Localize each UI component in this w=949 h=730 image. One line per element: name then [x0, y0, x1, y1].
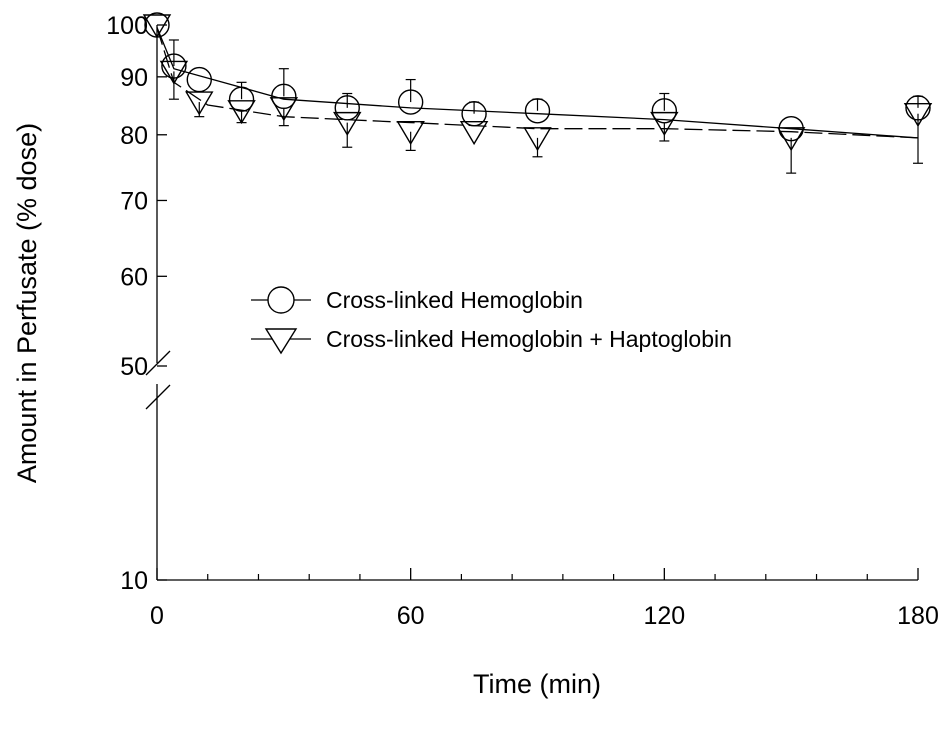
legend-circle-marker — [267, 286, 295, 314]
axis-break-mark-upper — [145, 350, 171, 376]
y-axis-title: Amount in Perfusate (% dose) — [12, 123, 42, 483]
data-point-circle — [397, 89, 424, 115]
error-bars — [168, 39, 923, 174]
data-point-triangle — [523, 127, 552, 152]
data-point-triangle — [159, 60, 189, 85]
tick-labels: 0 60 120 180 10 50 60 70 80 90 100 — [106, 12, 939, 630]
x-tick-label: 120 — [643, 602, 685, 630]
fit-line-2 — [156, 27, 919, 139]
data-point-triangle — [459, 121, 489, 146]
data-point-circle — [271, 83, 297, 110]
data-point-triangle — [333, 111, 362, 137]
data-point-triangle — [396, 121, 425, 146]
y-tick-label: 80 — [120, 122, 148, 150]
data-point-triangle — [142, 14, 172, 39]
markers — [142, 12, 933, 152]
data-point-circle — [524, 98, 551, 124]
y-tick-label: 70 — [120, 187, 148, 215]
legend-triangle-marker — [264, 328, 298, 355]
fit-line-1 — [156, 27, 919, 139]
data-point-triangle — [650, 111, 679, 137]
legend-label-1: Cross-linked Hemoglobin — [326, 287, 583, 313]
data-point-circle — [228, 86, 255, 112]
data-point-triangle — [185, 91, 214, 116]
data-point-triangle — [269, 97, 299, 122]
y-tick-label: 50 — [120, 353, 148, 381]
y-tick-label: 100 — [106, 12, 148, 40]
axis-break-mark-lower — [145, 384, 171, 410]
data-point-circle — [334, 95, 360, 121]
data-point-triangle — [227, 100, 256, 125]
axes — [145, 24, 919, 581]
y-tick-label: 10 — [120, 567, 148, 595]
x-tick-label: 180 — [897, 602, 939, 630]
x-tick-label: 60 — [397, 602, 425, 630]
data-point-triangle — [903, 103, 933, 128]
x-axis-title: Time (min) — [473, 669, 601, 699]
x-tick-label: 0 — [150, 602, 164, 630]
legend-label-2: Cross-linked Hemoglobin + Haptoglobin — [326, 326, 732, 352]
data-point-circle — [651, 98, 678, 124]
data-point-circle — [186, 66, 212, 93]
legend-item-1: Cross-linked Hemoglobin — [251, 286, 583, 314]
y-tick-label: 90 — [120, 64, 148, 92]
data-point-circle — [161, 53, 187, 79]
y-tick-label: 60 — [120, 263, 148, 291]
legend: Cross-linked Hemoglobin Cross-linked Hem… — [251, 286, 732, 355]
data-point-circle — [905, 95, 931, 121]
legend-item-2: Cross-linked Hemoglobin + Haptoglobin — [251, 326, 732, 355]
data-point-triangle — [776, 127, 806, 152]
data-point-circle — [461, 101, 487, 127]
fit-lines — [156, 27, 919, 139]
